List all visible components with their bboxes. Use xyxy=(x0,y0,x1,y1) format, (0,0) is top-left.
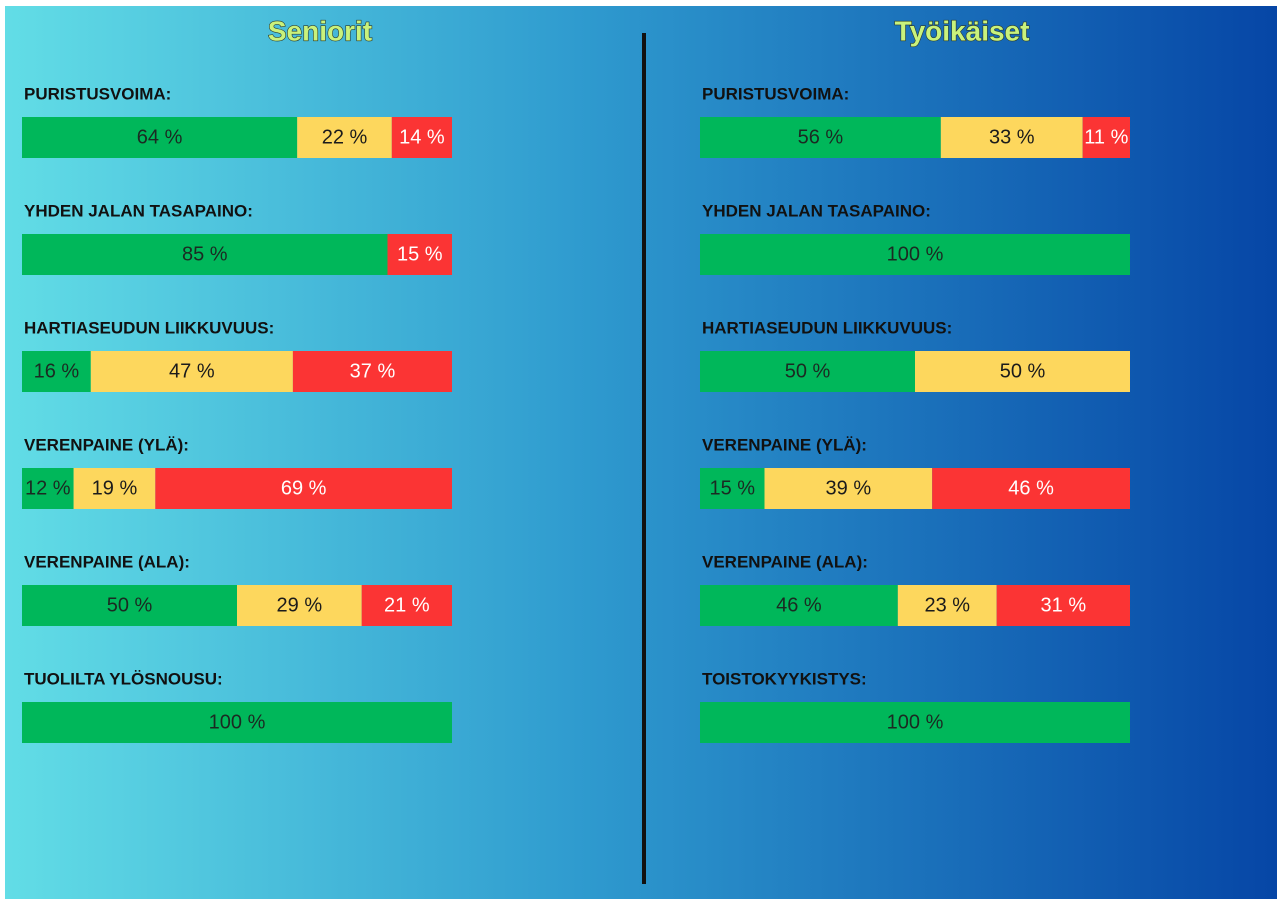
value-label: 22 % xyxy=(322,126,368,148)
bar-segment xyxy=(297,117,392,158)
bar-segment xyxy=(391,117,452,158)
value-label: 46 % xyxy=(1008,477,1054,499)
bar-segment xyxy=(897,585,997,626)
value-label: 31 % xyxy=(1041,594,1087,616)
value-label: 19 % xyxy=(92,477,138,499)
bar-segment xyxy=(155,468,453,509)
category-label: HARTIASEUDUN LIIKKUVUUS: xyxy=(24,318,274,337)
category-label: PURISTUSVOIMA: xyxy=(24,84,171,103)
bar-segment xyxy=(292,351,452,392)
value-label: 14 % xyxy=(399,126,445,148)
bar-segment xyxy=(1082,117,1130,158)
value-label: 69 % xyxy=(281,477,327,499)
value-label: 64 % xyxy=(137,126,183,148)
value-label: 16 % xyxy=(34,360,80,382)
value-label: 50 % xyxy=(107,594,153,616)
bar-segment xyxy=(387,234,452,275)
bar-segment xyxy=(700,468,765,509)
category-label: PURISTUSVOIMA: xyxy=(702,84,849,103)
value-label: 37 % xyxy=(350,360,396,382)
value-label: 50 % xyxy=(1000,360,1046,382)
bar-segment xyxy=(22,117,298,158)
category-label: YHDEN JALAN TASAPAINO: xyxy=(702,201,931,220)
category-label: VERENPAINE (ALA): xyxy=(24,552,190,571)
bar-segment xyxy=(996,585,1130,626)
bar-segment xyxy=(700,117,941,158)
value-label: 85 % xyxy=(182,243,228,265)
value-label: 100 % xyxy=(887,243,944,265)
bar-segment xyxy=(22,585,237,626)
value-label: 21 % xyxy=(384,594,430,616)
bar-segment xyxy=(700,702,1130,743)
bar-segment xyxy=(73,468,156,509)
bar-segment xyxy=(22,234,388,275)
bar-segment xyxy=(700,234,1130,275)
category-label: VERENPAINE (YLÄ): xyxy=(702,435,867,454)
value-label: 47 % xyxy=(169,360,215,382)
value-label: 33 % xyxy=(989,126,1035,148)
value-label: 11 % xyxy=(1084,126,1128,148)
bar-segment xyxy=(90,351,293,392)
bar-segment xyxy=(700,351,915,392)
bar-segment xyxy=(940,117,1083,158)
bar-segment xyxy=(915,351,1130,392)
bar-segment xyxy=(22,351,91,392)
bar-segment xyxy=(932,468,1130,509)
value-label: 39 % xyxy=(826,477,872,499)
value-label: 12 % xyxy=(25,477,71,499)
bar-segment xyxy=(700,585,898,626)
bar-segment xyxy=(361,585,452,626)
bar-segment xyxy=(22,468,74,509)
category-label: YHDEN JALAN TASAPAINO: xyxy=(24,201,253,220)
value-label: 15 % xyxy=(397,243,443,265)
value-label: 100 % xyxy=(209,711,266,733)
value-label: 46 % xyxy=(776,594,822,616)
bar-segment xyxy=(237,585,362,626)
category-label: TOISTOKYYKISTYS: xyxy=(702,669,867,688)
chart-title: Työikäiset xyxy=(895,15,1030,46)
category-label: VERENPAINE (ALA): xyxy=(702,552,868,571)
chart-title: Seniorit xyxy=(268,15,372,46)
bar-segment xyxy=(22,702,452,743)
category-label: TUOLILTA YLÖSNOUSU: xyxy=(24,669,223,688)
value-label: 56 % xyxy=(798,126,844,148)
value-label: 29 % xyxy=(277,594,323,616)
value-label: 23 % xyxy=(924,594,970,616)
value-label: 50 % xyxy=(785,360,831,382)
value-label: 15 % xyxy=(709,477,755,499)
category-label: HARTIASEUDUN LIIKKUVUUS: xyxy=(702,318,952,337)
category-label: VERENPAINE (YLÄ): xyxy=(24,435,189,454)
value-label: 100 % xyxy=(887,711,944,733)
bar-segment xyxy=(764,468,933,509)
